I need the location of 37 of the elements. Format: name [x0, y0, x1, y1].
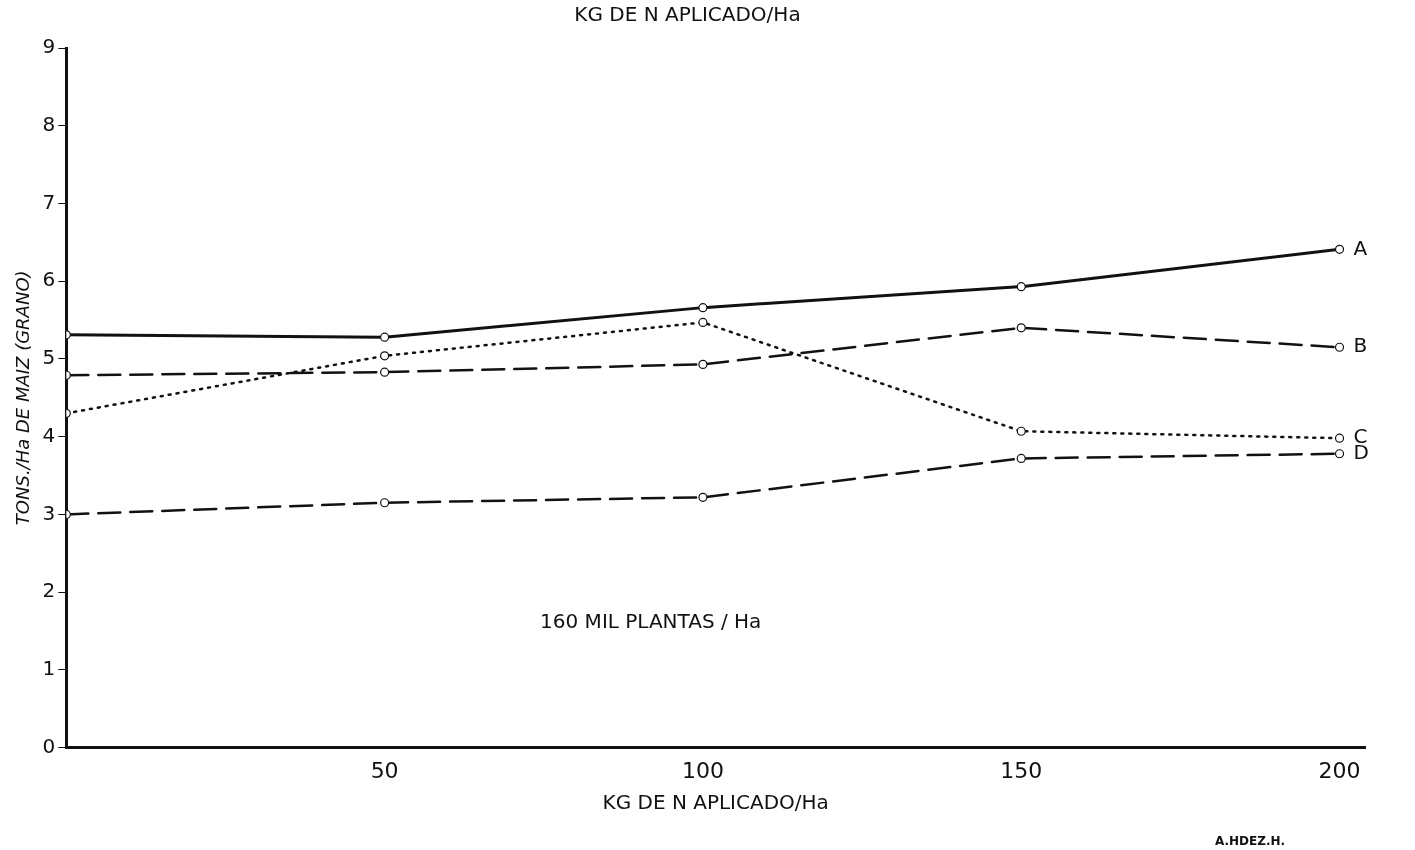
point: [1016, 323, 1026, 333]
point: [380, 367, 390, 377]
point: [1334, 433, 1345, 443]
series-label: B: [1353, 333, 1368, 358]
y-tick-label: 5: [42, 345, 56, 370]
text: A.HDEZ.H.: [1215, 834, 1286, 849]
y-tick-label: 9: [42, 34, 56, 59]
y-tick-label: 2: [42, 578, 56, 603]
point: [698, 303, 708, 313]
y-tick-label: 1: [42, 656, 56, 681]
point: [698, 359, 708, 369]
y-axis-title: TONS./Ha DE MAIZ (GRANO): [12, 270, 34, 526]
x-tick-label: 100: [681, 757, 724, 783]
point: [380, 498, 390, 508]
chart-title: KG DE N APLICADO/Ha: [574, 2, 801, 27]
y-tick-label: 0: [42, 733, 56, 758]
y-tick-label: 4: [42, 422, 56, 447]
point: [1016, 453, 1026, 464]
x-tick-label: 200: [1318, 757, 1361, 783]
point: [380, 332, 390, 342]
annotation: 160 MIL PLANTAS / Ha: [540, 609, 762, 634]
y-tick-label: 8: [42, 111, 56, 136]
point: [1016, 282, 1026, 292]
point: [1334, 342, 1345, 352]
point: [698, 317, 708, 327]
point: [1016, 426, 1026, 436]
point: [698, 492, 708, 502]
y-tick-label: 3: [42, 500, 56, 525]
x-tick-label: 150: [1000, 757, 1043, 783]
point: [380, 351, 390, 361]
series-label: A: [1353, 235, 1368, 260]
point: [1334, 449, 1345, 459]
x-tick-label: 50: [370, 757, 399, 783]
y-tick-label: 7: [42, 189, 56, 214]
y-tick-label: 6: [42, 267, 56, 292]
point: [1334, 244, 1345, 254]
x-axis-title: KG DE N APLICADO/Ha: [602, 790, 829, 815]
